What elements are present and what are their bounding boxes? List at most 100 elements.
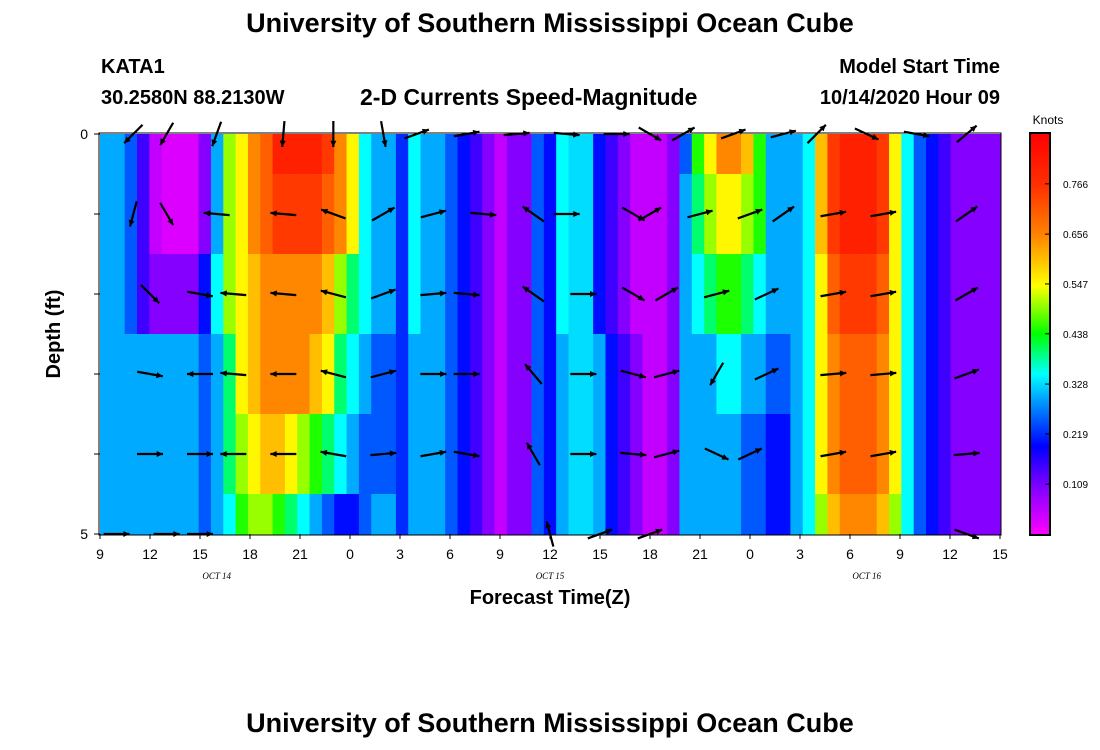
heatmap-cell: [506, 134, 520, 175]
heatmap-cell: [346, 414, 360, 495]
heatmap-cell: [815, 174, 828, 255]
heatmap-cell: [223, 174, 237, 255]
heatmap-cell: [334, 174, 348, 255]
heatmap-cell: [457, 494, 471, 535]
heatmap-cell: [124, 334, 138, 415]
heatmap-cell: [790, 414, 804, 495]
heatmap-cell: [654, 414, 668, 495]
current-arrow: [870, 449, 897, 458]
current-arrow: [806, 124, 827, 144]
current-arrow: [220, 450, 247, 458]
heatmap-cell: [852, 494, 865, 535]
heatmap-cell: [173, 174, 187, 255]
x-tick-label: 3: [796, 546, 804, 562]
heatmap-cell: [297, 254, 311, 335]
current-arrow: [570, 370, 597, 378]
heatmap-cell: [432, 494, 446, 535]
heatmap-cell: [654, 134, 668, 175]
current-arrow: [137, 450, 163, 458]
heatmap-cell: [161, 334, 175, 415]
heatmap-cell: [321, 494, 335, 535]
heatmap-cell: [358, 134, 372, 175]
heatmap-cell: [161, 414, 175, 495]
heatmap-cell: [346, 134, 360, 175]
current-arrow: [621, 286, 646, 302]
heatmap-cell: [383, 134, 397, 175]
current-arrow: [603, 130, 630, 138]
heatmap-cell: [235, 134, 249, 175]
heatmap-cell: [173, 414, 187, 495]
current-arrow: [159, 202, 175, 226]
heatmap-cell: [728, 174, 742, 255]
heatmap-cell: [975, 494, 989, 535]
heatmap-cell: [482, 414, 496, 495]
x-tick-label: 12: [142, 546, 158, 562]
heatmap-cell: [691, 494, 705, 535]
heatmap-cell: [605, 334, 619, 415]
heatmap-cell: [950, 174, 964, 255]
heatmap-cell: [605, 134, 619, 175]
heatmap-cell: [494, 254, 508, 335]
heatmap-cell: [667, 174, 681, 255]
x-tick-label: 21: [292, 546, 308, 562]
heatmap-cell: [679, 494, 693, 535]
heatmap-cell: [605, 414, 619, 495]
heatmap-cell: [519, 134, 533, 175]
heatmap-cell: [617, 494, 631, 535]
heatmap-cell: [926, 254, 939, 335]
heatmap-cell: [408, 134, 422, 175]
current-arrow: [420, 290, 447, 297]
heatmap-cell: [704, 334, 718, 415]
heatmap-cell: [889, 174, 902, 255]
heatmap-cell: [864, 494, 878, 535]
heatmap-cell: [297, 174, 311, 255]
heatmap-cell: [926, 414, 939, 495]
page-title: University of Southern Mississippi Ocean…: [246, 8, 854, 38]
x-tick-label: 9: [496, 546, 504, 562]
heatmap-cell: [975, 414, 989, 495]
current-arrow: [870, 209, 897, 218]
heatmap-cell: [124, 494, 138, 535]
x-tick-label: 9: [896, 546, 904, 562]
x-tick-label: 21: [692, 546, 708, 562]
heatmap-cell: [630, 174, 644, 255]
colorbar-tick-label: 0.109: [1063, 480, 1088, 491]
heatmap-cell: [839, 334, 853, 415]
heatmap-cell: [901, 334, 915, 415]
current-arrow: [220, 370, 247, 377]
heatmap-cell: [987, 334, 1001, 415]
heatmap-cell: [358, 494, 372, 535]
heatmap-cell: [605, 254, 619, 335]
heatmap-cell: [679, 414, 693, 495]
heatmap-cell: [864, 414, 878, 495]
current-arrow: [279, 120, 286, 148]
current-arrow: [570, 450, 597, 458]
heatmap-cell: [371, 134, 385, 175]
heatmap-cell: [741, 254, 755, 335]
colorbar-ticks: 0.109 0.219 0.328 0.438 0.547 0.656 0.766: [1045, 180, 1088, 491]
heatmap-cell: [346, 334, 360, 415]
current-arrow: [420, 209, 447, 219]
heatmap-cell: [926, 174, 939, 255]
model-start-label: Model Start Time: [839, 56, 1000, 78]
current-arrow: [671, 126, 696, 142]
heatmap-cell: [617, 334, 631, 415]
heatmap-cell: [519, 334, 533, 415]
heatmap-cell: [667, 414, 681, 495]
heatmap-cell: [210, 494, 224, 535]
heatmap-cell: [913, 414, 927, 495]
heatmap-cell: [395, 494, 409, 535]
heatmap-cell: [827, 134, 841, 175]
heatmap-cell: [580, 134, 594, 175]
current-arrow: [870, 370, 897, 377]
heatmap-cell: [210, 334, 224, 415]
current-arrow: [330, 121, 337, 147]
colorbar-tick-label: 0.219: [1063, 430, 1088, 441]
model-start-value: 10/14/2020 Hour 09: [819, 87, 1000, 109]
current-arrow: [153, 530, 180, 538]
heatmap-cell: [778, 494, 792, 535]
heatmap-cell: [753, 414, 767, 495]
heatmap-cell: [913, 494, 927, 535]
heatmap-cell: [741, 494, 755, 535]
heatmap-cell: [395, 134, 409, 175]
